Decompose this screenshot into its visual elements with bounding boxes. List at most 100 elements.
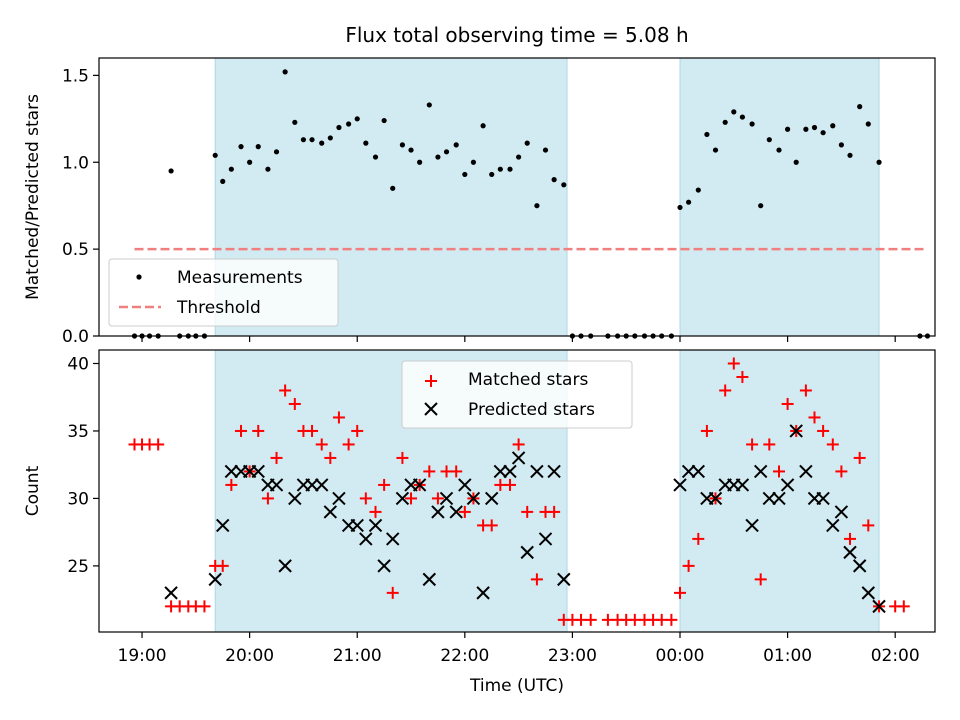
matched-star-marker bbox=[817, 424, 830, 437]
matched-star-marker bbox=[665, 613, 678, 626]
predicted-star-marker bbox=[422, 572, 437, 587]
matched-star-marker bbox=[521, 505, 534, 518]
matched-star-marker bbox=[288, 397, 301, 410]
matched-star-marker bbox=[252, 424, 265, 437]
measurement-point bbox=[212, 152, 218, 158]
measurement-point bbox=[228, 166, 234, 172]
measurement-point bbox=[704, 131, 710, 138]
measurement-point bbox=[686, 199, 692, 205]
predicted-star-marker bbox=[861, 586, 875, 600]
predicted-stars-series bbox=[164, 424, 886, 614]
predicted-star-marker bbox=[458, 478, 472, 492]
measurement-point bbox=[292, 119, 298, 125]
matched-star-marker bbox=[844, 532, 857, 545]
legend-measurements-label: Measurements bbox=[177, 268, 303, 288]
top-axes-frame bbox=[98, 57, 936, 337]
legend-measurements-marker bbox=[136, 274, 142, 280]
bottom-legend: Matched stars Predicted stars bbox=[401, 360, 633, 429]
top-x-ticks bbox=[141, 336, 896, 342]
bottom-panel: 25 30 35 40 19:00 20:00 21:00 22:00 23:00 00:00 0… bbox=[23, 349, 936, 696]
measurement-point bbox=[784, 126, 791, 132]
measurement-point bbox=[220, 178, 226, 184]
predicted-star-marker bbox=[305, 478, 319, 492]
measurement-point bbox=[417, 159, 423, 165]
bottom-y-tick-label: 35 bbox=[67, 422, 89, 442]
measurement-point bbox=[542, 147, 549, 153]
matched-star-marker bbox=[727, 357, 740, 370]
bottom-legend-box bbox=[401, 360, 633, 429]
predicted-star-marker bbox=[332, 491, 346, 506]
matched-star-marker bbox=[198, 600, 211, 613]
top-panel: 0.0 0.5 1.0 1.5 Matched/Predicted stars Mea… bbox=[23, 57, 936, 347]
predicted-star-marker bbox=[691, 464, 706, 479]
measurement-point bbox=[497, 166, 503, 172]
measurement-point bbox=[561, 182, 567, 188]
measurement-point bbox=[776, 147, 782, 153]
measurement-point bbox=[462, 171, 468, 178]
matched-star-marker bbox=[584, 613, 597, 626]
predicted-star-marker bbox=[359, 532, 373, 546]
predicted-star-marker bbox=[843, 545, 857, 560]
measurement-point bbox=[876, 159, 882, 165]
measurement-point bbox=[793, 159, 799, 165]
matched-star-marker bbox=[530, 573, 543, 586]
measurement-point bbox=[820, 130, 826, 136]
predicted-star-marker bbox=[208, 572, 222, 587]
measurement-point bbox=[390, 185, 396, 191]
measurement-point bbox=[282, 69, 288, 75]
matched-stars-series bbox=[128, 357, 910, 626]
predicted-star-marker bbox=[772, 491, 786, 506]
predicted-star-marker bbox=[834, 505, 849, 519]
x-tick-label: 20:00 bbox=[225, 646, 274, 666]
measurement-point bbox=[838, 142, 844, 148]
measurement-point bbox=[712, 147, 719, 153]
measurement-point bbox=[534, 203, 540, 209]
measurement-point bbox=[507, 166, 513, 172]
matched-star-marker bbox=[315, 438, 328, 451]
measurement-point bbox=[309, 137, 315, 143]
predicted-star-marker bbox=[368, 518, 383, 533]
matched-star-marker bbox=[225, 478, 238, 491]
top-y-ticks: 0.0 0.5 1.0 1.5 bbox=[62, 66, 99, 347]
bottom-y-tick-label: 30 bbox=[67, 489, 89, 509]
measurement-point bbox=[247, 159, 253, 165]
predicted-star-marker bbox=[538, 532, 553, 546]
predicted-star-marker bbox=[799, 464, 813, 479]
measurement-point bbox=[857, 104, 863, 110]
top-y-tick-label: 1.0 bbox=[62, 153, 89, 173]
legend-predicted-label: Predicted stars bbox=[468, 400, 595, 420]
measurement-point bbox=[830, 123, 836, 129]
legend-predicted-marker bbox=[424, 402, 438, 416]
predicted-star-marker bbox=[520, 545, 534, 560]
measurement-point bbox=[273, 149, 280, 155]
predicted-star-marker bbox=[753, 464, 768, 479]
x-tick-label: 21:00 bbox=[333, 646, 382, 666]
predicted-star-marker bbox=[224, 464, 239, 479]
matched-star-marker bbox=[332, 411, 345, 424]
measurement-point bbox=[238, 144, 244, 150]
measurement-point bbox=[722, 119, 728, 125]
matched-star-marker bbox=[862, 519, 875, 532]
figure-title: Flux total observing time = 5.08 h bbox=[345, 23, 688, 47]
predicted-star-marker bbox=[745, 518, 759, 533]
matched-star-marker bbox=[450, 465, 463, 478]
measurement-point bbox=[372, 154, 379, 160]
x-tick-label: 00:00 bbox=[656, 646, 705, 666]
matched-star-marker bbox=[396, 451, 409, 464]
x-axis-label: Time (UTC) bbox=[469, 676, 564, 696]
predicted-star-marker bbox=[315, 478, 329, 492]
predicted-star-marker bbox=[485, 491, 499, 506]
matched-star-marker bbox=[342, 438, 355, 451]
measurement-point bbox=[435, 154, 441, 160]
measurement-point bbox=[731, 109, 737, 115]
predicted-star-marker bbox=[395, 491, 410, 506]
measurement-point bbox=[381, 117, 387, 124]
measurement-point bbox=[255, 144, 261, 150]
bottom-y-tick-label: 25 bbox=[67, 557, 89, 577]
top-legend: Measurements Threshold bbox=[108, 258, 339, 327]
legend-matched-label: Matched stars bbox=[468, 370, 588, 390]
predicted-star-marker bbox=[386, 532, 400, 546]
matched-star-marker bbox=[548, 505, 561, 518]
measurement-point bbox=[265, 166, 271, 172]
